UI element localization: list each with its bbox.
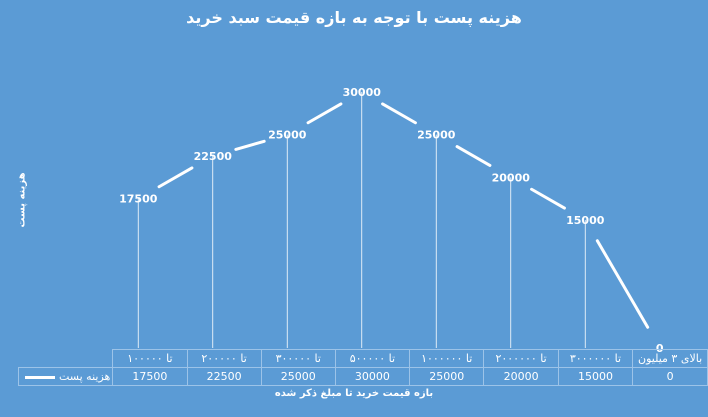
data-label: 15000 (566, 214, 605, 227)
category-row: تا ۱۰۰۰۰۰ تا ۲۰۰۰۰۰ تا ۳۰۰۰۰۰ تا ۵۰۰۰۰۰ … (19, 349, 708, 368)
value-cell: 0 (632, 367, 708, 386)
series-line-segment (381, 102, 417, 125)
series-line-segment (595, 239, 650, 329)
data-label: 17500 (119, 193, 158, 206)
legend-line-swatch (25, 375, 55, 379)
data-table: تا ۱۰۰۰۰۰ تا ۲۰۰۰۰۰ تا ۳۰۰۰۰۰ تا ۵۰۰۰۰۰ … (17, 349, 708, 386)
data-labels: 17500 22500 25000 30000 25000 20000 15000 0 (119, 86, 664, 355)
data-label: 25000 (268, 129, 307, 142)
category-cell: بالای ۳ میلیون (632, 349, 708, 368)
series-line-segment (530, 187, 566, 210)
category-cell: تا ۳۰۰۰۰۰ (260, 349, 336, 368)
legend-cell: هزینه پست (17, 367, 114, 386)
x-axis-title: بازه قیمت خرید تا مبلغ ذکر شده (274, 388, 434, 399)
category-cell: تا ۲۰۰۰۰۰۰ (483, 349, 559, 368)
value-cell: 25000 (409, 367, 485, 386)
value-cell: 17500 (112, 367, 188, 386)
drop-lines (137, 92, 586, 348)
value-cell: 15000 (557, 367, 634, 386)
legend-series-name: هزینه پست (59, 370, 111, 383)
category-cell: تا ۱۰۰۰۰۰ (112, 349, 188, 368)
value-cell: 30000 (334, 367, 411, 386)
series-line-segment (306, 102, 343, 125)
series-line-segment (157, 166, 194, 189)
data-label: 25000 (417, 129, 456, 142)
data-label: 22500 (194, 150, 233, 163)
series-line-segment (455, 145, 492, 167)
category-cell: تا ۳۰۰۰۰۰۰ (557, 349, 634, 368)
value-row: هزینه پست 17500 22500 25000 30000 25000 … (17, 367, 708, 386)
category-cell: تا ۲۰۰۰۰۰ (186, 349, 262, 368)
table-corner (19, 350, 113, 368)
series-line-segment (234, 139, 266, 151)
category-cell: تا ۱۰۰۰۰۰۰ (409, 349, 485, 368)
data-label: 20000 (492, 171, 531, 184)
data-label: 30000 (343, 86, 382, 99)
data-label: 0 (656, 342, 664, 355)
value-cell: 22500 (186, 367, 262, 386)
value-cell: 25000 (260, 367, 336, 386)
category-cell: تا ۵۰۰۰۰۰ (334, 349, 411, 368)
chart-title: هزینه پست با توجه به بازه قیمت سبد خرید (186, 8, 522, 27)
series-line (157, 102, 650, 329)
value-cell: 20000 (483, 367, 559, 386)
